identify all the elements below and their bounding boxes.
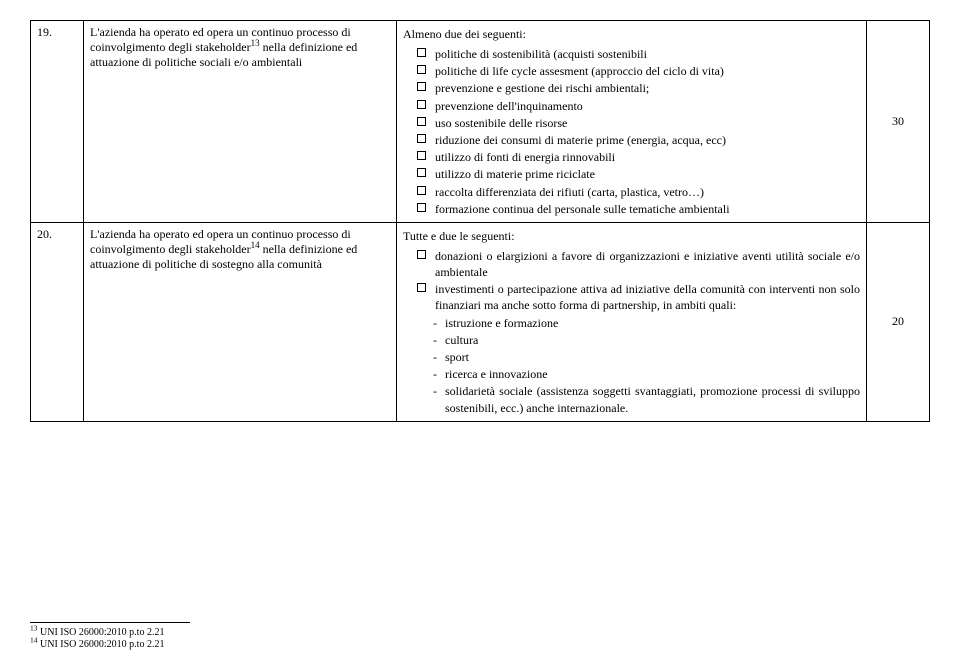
sub-list-item: istruzione e formazione [433,315,860,331]
checklist: politiche di sostenibilità (acquisti sos… [403,46,860,217]
checklist-item: prevenzione e gestione dei rischi ambien… [417,80,860,96]
row-number: 20. [31,222,84,421]
checklist-item: investimenti o partecipazione attiva ad … [417,281,860,313]
checklist: donazioni o elargizioni a favore di orga… [403,248,860,314]
checklist-item: utilizzo di materie prime riciclate [417,166,860,182]
table-row: 20. L'azienda ha operato ed opera un con… [31,222,930,421]
requirements-table: 19. L'azienda ha operato ed opera un con… [30,20,930,422]
checklist-item: politiche di life cycle assesment (appro… [417,63,860,79]
sub-list-item: cultura [433,332,860,348]
row-score: 30 [867,21,930,223]
row-detail: Tutte e due le seguenti: donazioni o ela… [397,222,867,421]
footnote-rule [30,622,190,623]
row-number: 19. [31,21,84,223]
checklist-item: utilizzo di fonti di energia rinnovabili [417,149,860,165]
detail-heading: Tutte e due le seguenti: [403,229,860,244]
footnote: 13 UNI ISO 26000:2010 p.to 2.21 [30,627,930,638]
row-description: L'azienda ha operato ed opera un continu… [84,21,397,223]
sub-list-item: solidarietà sociale (assistenza soggetti… [433,383,860,415]
checklist-item: formazione continua del personale sulle … [417,201,860,217]
sub-list: istruzione e formazione cultura sport ri… [403,315,860,416]
row-description: L'azienda ha operato ed opera un continu… [84,222,397,421]
detail-heading: Almeno due dei seguenti: [403,27,860,42]
checklist-item: donazioni o elargizioni a favore di orga… [417,248,860,280]
footnote-ref: 13 [251,38,260,48]
table-row: 19. L'azienda ha operato ed opera un con… [31,21,930,223]
footnotes: 13 UNI ISO 26000:2010 p.to 2.21 14 UNI I… [30,622,930,650]
sub-list-item: ricerca e innovazione [433,366,860,382]
footnote: 14 UNI ISO 26000:2010 p.to 2.21 [30,639,930,650]
row-detail: Almeno due dei seguenti: politiche di so… [397,21,867,223]
row-score: 20 [867,222,930,421]
checklist-item: prevenzione dell'inquinamento [417,98,860,114]
footnote-ref: 14 [251,240,260,250]
checklist-item: riduzione dei consumi di materie prime (… [417,132,860,148]
sub-list-item: sport [433,349,860,365]
checklist-item: uso sostenibile delle risorse [417,115,860,131]
checklist-item: raccolta differenziata dei rifiuti (cart… [417,184,860,200]
checklist-item: politiche di sostenibilità (acquisti sos… [417,46,860,62]
